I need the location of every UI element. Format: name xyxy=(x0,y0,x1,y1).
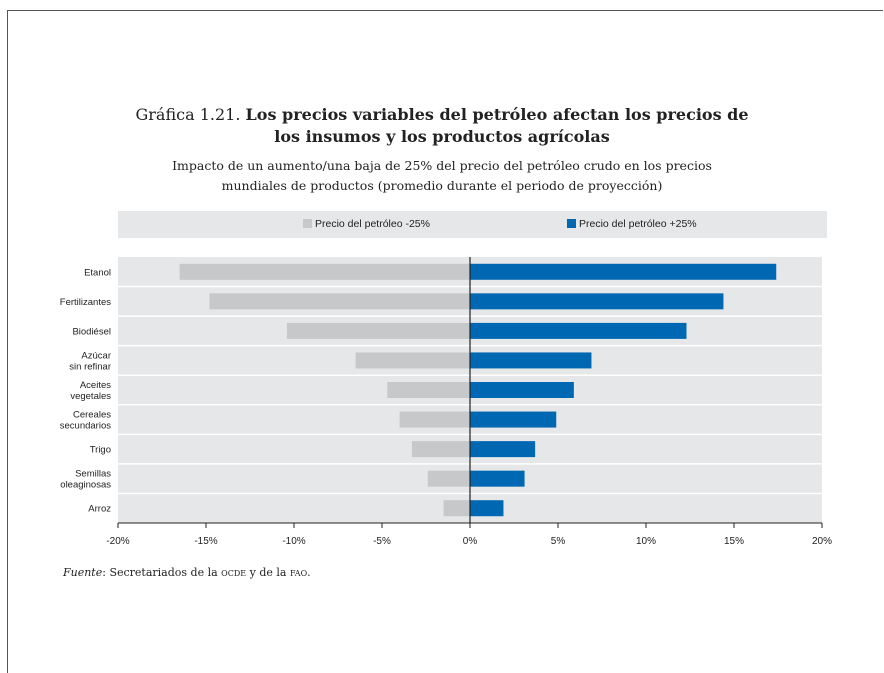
x-tick-label: 15% xyxy=(724,536,744,547)
x-tick-label: -20% xyxy=(106,536,129,547)
bar-plus25 xyxy=(470,500,504,517)
bar-plus25 xyxy=(470,441,536,458)
chart-subtitle: Impacto de un aumento/una baja de 25% de… xyxy=(0,156,884,196)
category-label: Trigo xyxy=(90,445,111,456)
bar-minus25 xyxy=(399,411,470,428)
bar-plus25 xyxy=(470,293,724,310)
bar-minus25 xyxy=(411,441,470,458)
legend-swatch-minus25 xyxy=(303,219,312,228)
chart-title: Gráfica 1.21. Los precios variables del … xyxy=(0,104,884,148)
x-tick-label: 0% xyxy=(463,536,478,547)
legend-item-plus25: Precio del petróleo +25% xyxy=(567,218,697,230)
legend-label-minus25: Precio del petróleo -25% xyxy=(315,218,430,230)
category-label: sin refinar xyxy=(69,361,111,372)
x-tick-label: -15% xyxy=(194,536,217,547)
source-note: Fuente: Secretariados de la ocde y de la… xyxy=(63,566,311,579)
bar-plus25 xyxy=(470,470,525,487)
bar-plus25 xyxy=(470,382,574,398)
bar-minus25 xyxy=(355,352,470,369)
chart-subtitle-line2: mundiales de productos (promedio durante… xyxy=(221,178,663,193)
bar-minus25 xyxy=(387,382,470,398)
legend-swatch-plus25 xyxy=(567,219,576,228)
bar-minus25 xyxy=(443,500,470,517)
category-label: vegetales xyxy=(70,391,111,402)
category-label: Arroz xyxy=(88,504,111,515)
category-label: Biodiésel xyxy=(72,326,111,337)
category-label: secundarios xyxy=(60,421,111,432)
page-frame xyxy=(7,10,883,673)
category-label: Semillas xyxy=(75,469,111,480)
chart-title-bold-line1: Los precios variables del petróleo afect… xyxy=(245,105,749,124)
category-label: Etanol xyxy=(84,267,111,278)
source-label: Fuente xyxy=(63,566,103,579)
category-label: Cereales xyxy=(73,410,111,421)
source-text-b: y de la xyxy=(246,566,290,579)
source-text-a: : Secretariados de la xyxy=(102,566,222,579)
legend-item-minus25: Precio del petróleo -25% xyxy=(303,218,430,230)
x-tick-label: -10% xyxy=(282,536,305,547)
bar-plus25 xyxy=(470,411,557,428)
bar-minus25 xyxy=(179,263,470,280)
bar-plus25 xyxy=(470,263,777,280)
chart-title-bold-line2: los insumos y los productos agrícolas xyxy=(274,127,610,146)
bar-minus25 xyxy=(427,470,470,487)
category-label: Fertilizantes xyxy=(60,297,111,308)
bar-minus25 xyxy=(209,293,470,310)
legend-label-plus25: Precio del petróleo +25% xyxy=(579,218,697,230)
x-tick-label: 20% xyxy=(812,536,832,547)
source-text-c: . xyxy=(307,566,311,579)
x-tick-label: -5% xyxy=(373,536,391,547)
chart-legend: Precio del petróleo -25% Precio del petr… xyxy=(118,211,827,238)
source-fao: fao xyxy=(289,566,308,579)
x-tick-label: 5% xyxy=(551,536,566,547)
category-label: oleaginosas xyxy=(60,480,111,491)
chart-subtitle-line1: Impacto de un aumento/una baja de 25% de… xyxy=(172,158,712,173)
bar-minus25 xyxy=(286,322,470,339)
bar-plus25 xyxy=(470,352,592,369)
x-tick-label: 10% xyxy=(636,536,656,547)
chart-title-prefix: Gráfica 1.21. xyxy=(135,105,241,124)
category-label: Azúcar xyxy=(81,350,111,361)
source-ocde: ocde xyxy=(221,566,247,579)
category-label: Aceites xyxy=(80,380,111,391)
bar-plus25 xyxy=(470,322,687,339)
